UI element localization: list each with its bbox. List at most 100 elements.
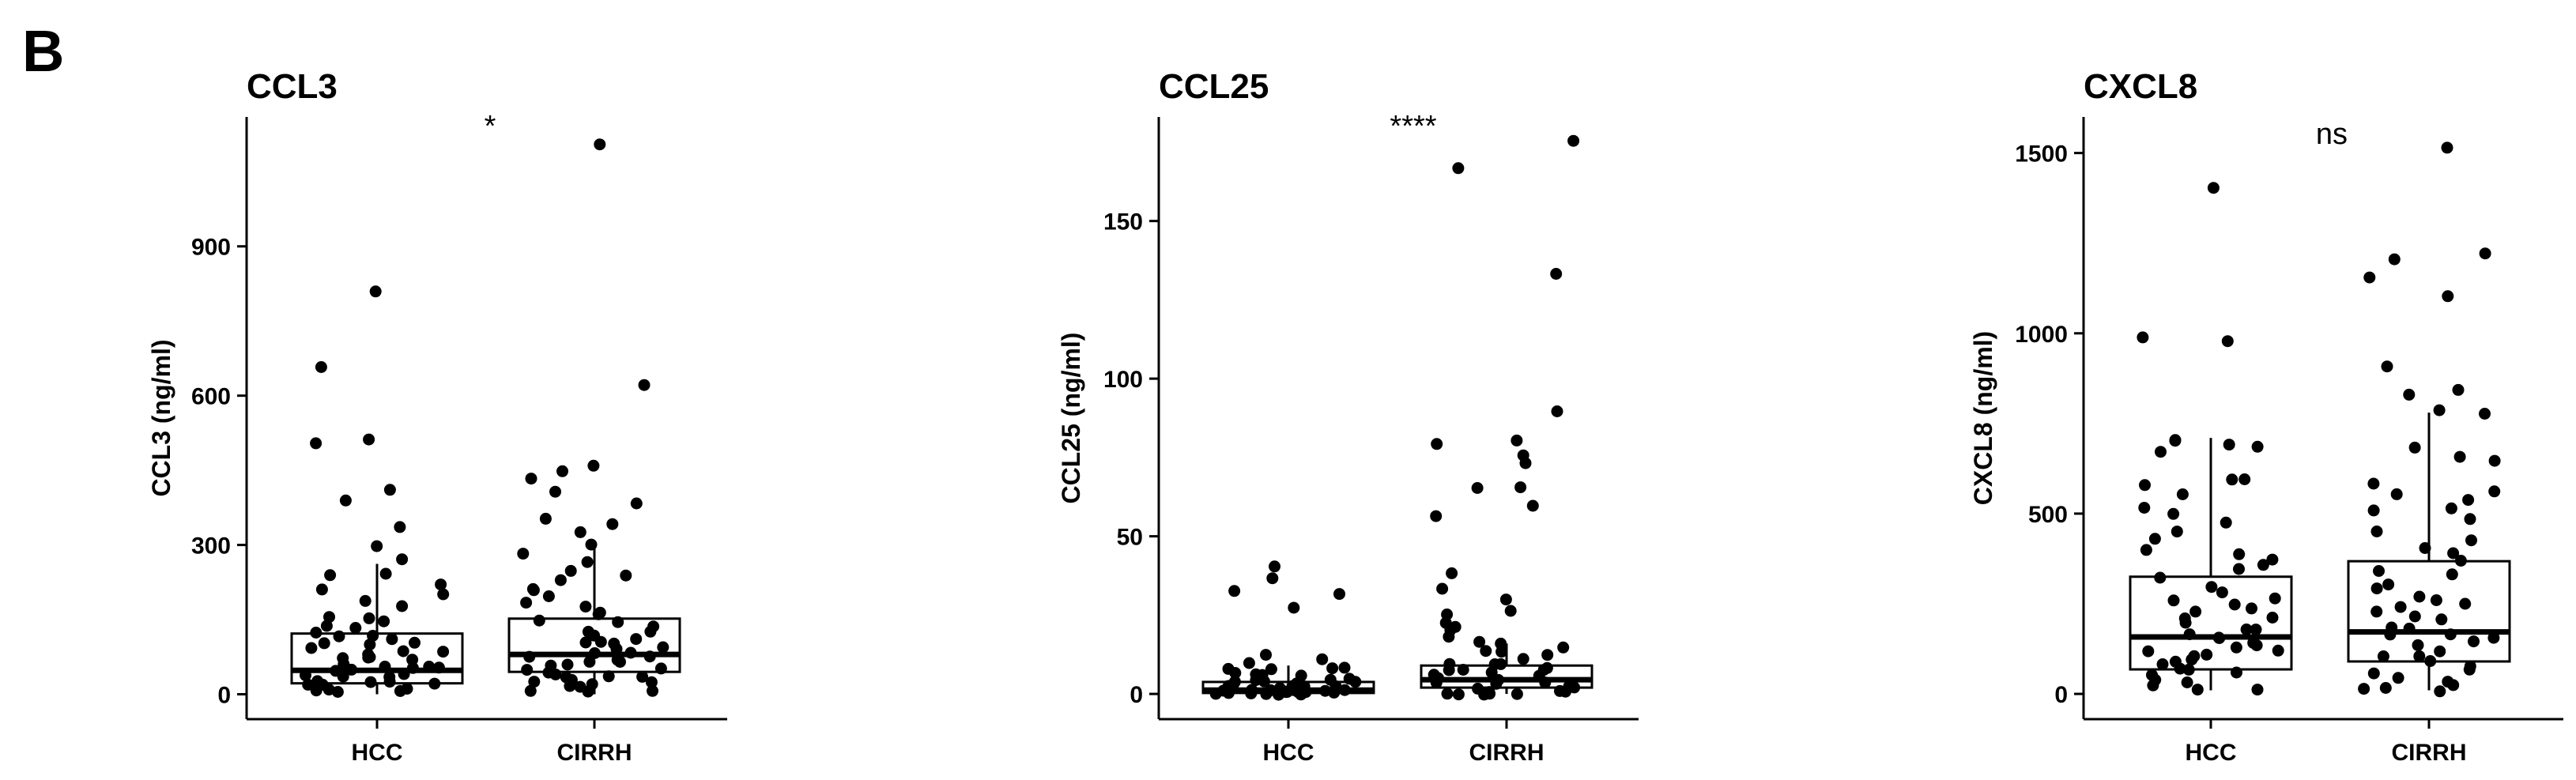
data-point bbox=[1490, 677, 1503, 690]
data-point bbox=[2434, 685, 2446, 698]
data-point bbox=[2179, 616, 2192, 629]
data-point bbox=[2459, 597, 2472, 610]
data-point bbox=[394, 684, 406, 697]
box-iqr bbox=[507, 617, 681, 673]
data-point bbox=[1349, 676, 1362, 688]
data-point bbox=[2442, 290, 2454, 303]
data-point bbox=[2137, 331, 2149, 344]
data-point bbox=[2230, 641, 2242, 654]
data-point bbox=[539, 512, 552, 525]
data-point bbox=[369, 285, 382, 298]
data-point bbox=[2454, 555, 2467, 567]
data-point bbox=[2446, 568, 2458, 581]
data-point bbox=[1495, 646, 1508, 658]
data-point bbox=[2207, 182, 2220, 194]
data-point bbox=[2403, 622, 2416, 635]
data-point bbox=[2377, 650, 2389, 662]
significance-label: ns bbox=[2316, 118, 2348, 151]
data-point bbox=[2231, 666, 2242, 679]
data-point bbox=[2140, 544, 2152, 556]
data-point bbox=[315, 361, 327, 373]
data-point bbox=[2488, 485, 2501, 498]
data-point bbox=[1526, 499, 1539, 512]
data-point bbox=[1443, 664, 1455, 676]
data-point bbox=[2213, 632, 2226, 644]
data-point bbox=[2167, 594, 2180, 607]
data-point bbox=[630, 497, 643, 510]
data-point bbox=[2220, 516, 2232, 529]
data-point bbox=[1316, 653, 1329, 665]
data-point bbox=[2403, 388, 2416, 401]
y-tick-label: 0 bbox=[1130, 682, 1143, 708]
data-point bbox=[2176, 488, 2189, 500]
data-point bbox=[2142, 645, 2155, 658]
box-iqr bbox=[1420, 664, 1593, 689]
data-point bbox=[318, 637, 330, 650]
data-point bbox=[379, 661, 391, 673]
chart-title: CXCL8 bbox=[2084, 67, 2197, 106]
data-point bbox=[2250, 624, 2262, 636]
data-point bbox=[2479, 408, 2491, 420]
data-point bbox=[2388, 253, 2401, 266]
data-point bbox=[1266, 572, 1279, 585]
data-point bbox=[2413, 590, 2426, 603]
data-point bbox=[1550, 268, 1563, 280]
box-iqr bbox=[2129, 575, 2293, 671]
data-point bbox=[525, 473, 537, 485]
data-point bbox=[2464, 513, 2476, 526]
y-tick-label: 50 bbox=[1117, 525, 1143, 551]
data-point bbox=[1452, 162, 1465, 175]
data-point bbox=[2266, 612, 2279, 624]
y-tick-label: 0 bbox=[2054, 682, 2068, 708]
data-point bbox=[644, 625, 657, 638]
data-point bbox=[638, 379, 651, 391]
data-point bbox=[397, 645, 409, 658]
data-point bbox=[423, 661, 436, 673]
data-point bbox=[630, 633, 643, 646]
data-point bbox=[2266, 553, 2279, 566]
data-point bbox=[2408, 610, 2421, 623]
x-tick-label: CIRRH bbox=[557, 740, 632, 766]
data-point bbox=[2269, 592, 2281, 605]
significance-label: * bbox=[485, 110, 496, 143]
data-point bbox=[310, 684, 322, 697]
data-point bbox=[643, 650, 656, 663]
data-point bbox=[359, 594, 372, 607]
data-point bbox=[523, 650, 536, 663]
data-point bbox=[528, 676, 541, 688]
data-point bbox=[383, 676, 396, 688]
data-point bbox=[2147, 679, 2159, 691]
data-point bbox=[364, 639, 376, 651]
data-point bbox=[2189, 605, 2202, 618]
data-point bbox=[561, 658, 574, 671]
significance-label: **** bbox=[1390, 110, 1436, 143]
data-point bbox=[2379, 682, 2392, 694]
data-point bbox=[2384, 628, 2397, 641]
data-point bbox=[2412, 639, 2424, 651]
data-point bbox=[2201, 648, 2213, 661]
data-point bbox=[1209, 688, 1222, 700]
data-point bbox=[2373, 565, 2385, 577]
data-point bbox=[2390, 488, 2403, 500]
data-point bbox=[1483, 686, 1495, 699]
data-point bbox=[364, 651, 376, 663]
data-point bbox=[1273, 688, 1285, 701]
data-point bbox=[2246, 602, 2257, 615]
data-point bbox=[2479, 247, 2491, 260]
data-point bbox=[2430, 594, 2442, 606]
data-point bbox=[310, 437, 322, 450]
data-point bbox=[2488, 454, 2501, 467]
data-point bbox=[2233, 548, 2246, 560]
data-point bbox=[2381, 360, 2393, 373]
data-point bbox=[378, 615, 390, 627]
data-point bbox=[1504, 605, 1517, 617]
data-point bbox=[524, 684, 537, 697]
data-point bbox=[2257, 559, 2269, 571]
data-point bbox=[1554, 684, 1566, 697]
data-point bbox=[554, 574, 567, 586]
data-point bbox=[2370, 605, 2383, 618]
data-point bbox=[1446, 567, 1458, 579]
data-point bbox=[1471, 482, 1484, 494]
data-point bbox=[1541, 649, 1554, 661]
data-point bbox=[1269, 560, 1280, 573]
